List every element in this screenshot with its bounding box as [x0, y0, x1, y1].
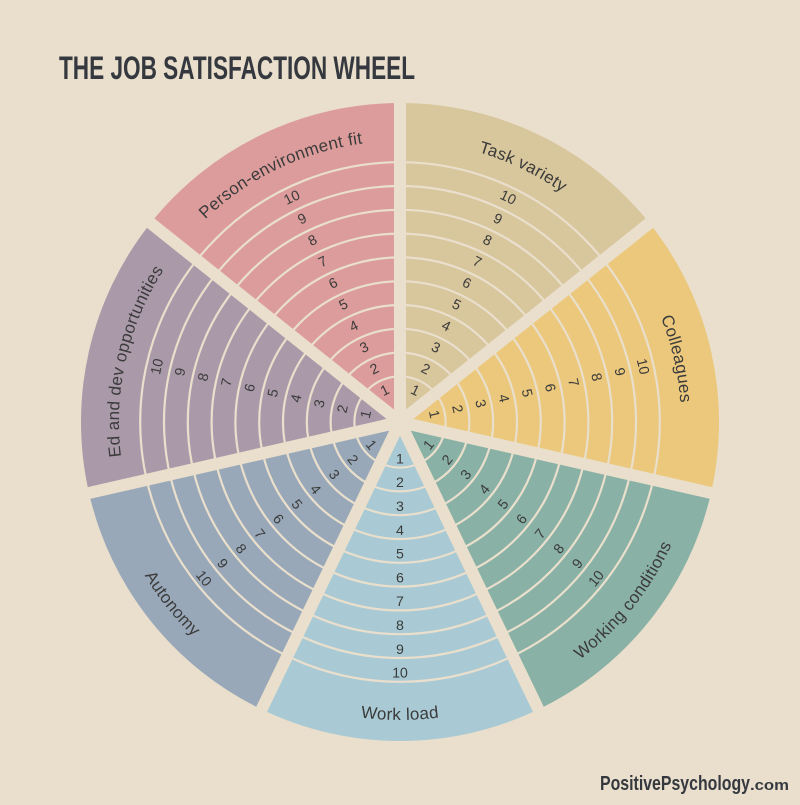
svg-text:1: 1 — [396, 451, 404, 467]
svg-text:PositivePsychology: PositivePsychology — [600, 773, 751, 795]
svg-text:9: 9 — [396, 642, 404, 658]
svg-text:9: 9 — [610, 366, 627, 377]
svg-text:3: 3 — [471, 398, 488, 409]
svg-text:3: 3 — [311, 398, 328, 409]
svg-text:4: 4 — [494, 393, 511, 404]
svg-text:2: 2 — [335, 403, 352, 414]
svg-text:3: 3 — [396, 499, 404, 515]
svg-text:5: 5 — [396, 547, 404, 563]
svg-text:10: 10 — [392, 666, 408, 682]
svg-text:8: 8 — [195, 372, 212, 383]
svg-text:5: 5 — [518, 388, 535, 399]
svg-text:7: 7 — [396, 594, 404, 610]
svg-text:Work load: Work load — [360, 703, 440, 725]
svg-text:9: 9 — [172, 366, 189, 377]
svg-text:2: 2 — [396, 475, 404, 491]
svg-text:10: 10 — [497, 187, 518, 208]
svg-text:8: 8 — [396, 618, 404, 634]
svg-text:4: 4 — [288, 393, 305, 404]
svg-text:4: 4 — [396, 523, 404, 539]
svg-text:6: 6 — [396, 570, 404, 586]
svg-text:THE JOB SATISFACTION WHEEL: THE JOB SATISFACTION WHEEL — [59, 50, 415, 86]
svg-text:6: 6 — [541, 382, 558, 393]
svg-text:7: 7 — [564, 377, 581, 388]
svg-text:7: 7 — [219, 377, 236, 388]
svg-text:1: 1 — [425, 409, 442, 420]
svg-text:10: 10 — [148, 357, 167, 376]
svg-text:2: 2 — [448, 403, 465, 414]
svg-text:1: 1 — [358, 409, 375, 420]
svg-text:8: 8 — [587, 372, 604, 383]
svg-text:5: 5 — [265, 387, 282, 398]
svg-text:.com: .com — [750, 777, 789, 794]
svg-text:6: 6 — [242, 382, 259, 393]
